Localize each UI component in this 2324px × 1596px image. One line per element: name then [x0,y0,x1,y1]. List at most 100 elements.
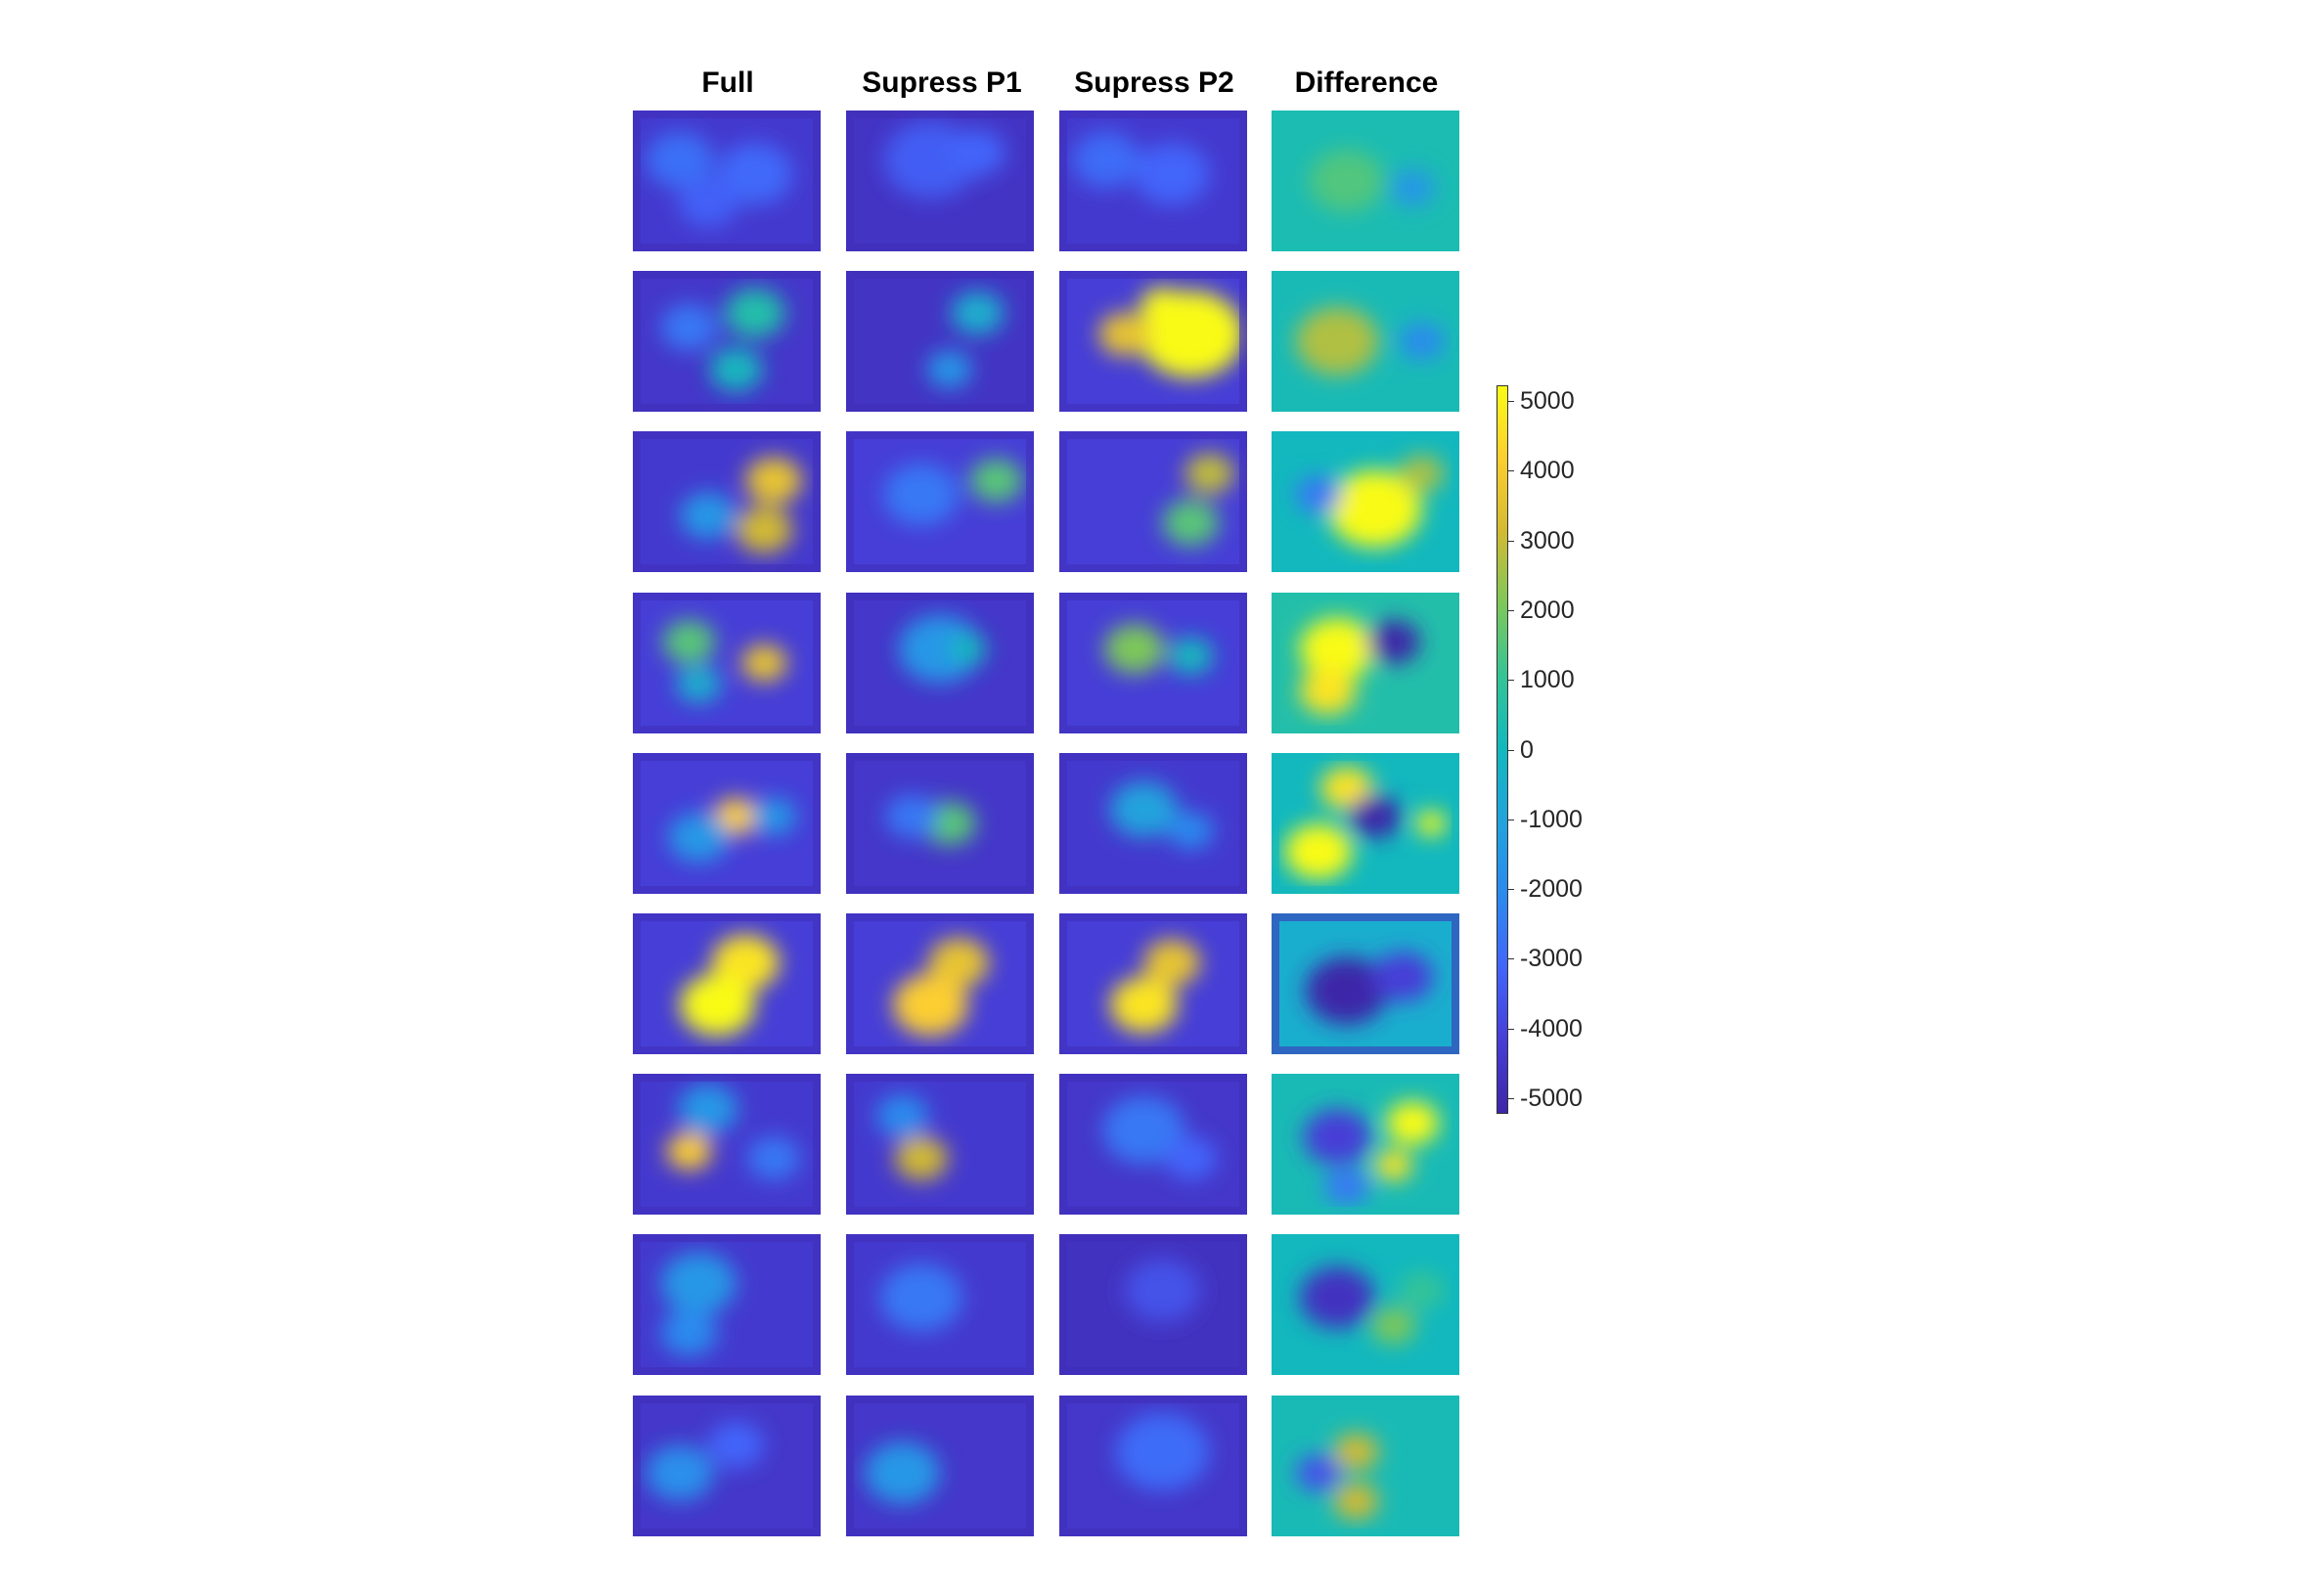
heatmap-panel-supress-p1-row-3 [846,431,1034,572]
heatmap-panel-supress-p2-row-2 [1059,271,1247,412]
heatmap-panel-full-row-4 [633,593,821,733]
heatmap-edge [1272,271,1459,412]
heatmap-edge [1272,1234,1459,1375]
colorbar-tick-label: 1000 [1520,666,1575,693]
heatmap-edge [1059,111,1247,251]
heatmap-edge [633,271,821,412]
heatmap-image [1272,593,1459,733]
heatmap-blob [1374,1149,1412,1181]
colorbar-tick-label: 5000 [1520,387,1575,415]
heatmap-blob [1386,1101,1439,1145]
heatmap-edge [1059,593,1247,733]
heatmap-image [633,1234,821,1375]
heatmap-panel-difference-row-2 [1272,271,1459,412]
heatmap-image [1272,753,1459,894]
heatmap-blob [894,1136,948,1180]
colorbar-tick [1508,1098,1514,1099]
heatmap-panel-supress-p1-row-1 [846,111,1034,251]
heatmap-blob [717,143,793,205]
heatmap-panel-difference-row-7 [1272,1074,1459,1215]
heatmap-edge [846,271,1034,412]
heatmap-edge [846,431,1034,572]
heatmap-image [633,593,821,733]
heatmap-edge [633,913,821,1054]
heatmap-blob [1399,455,1445,493]
heatmap-blob [745,457,802,505]
heatmap-blob [1098,312,1152,356]
heatmap-panel-supress-p2-row-4 [1059,593,1247,733]
heatmap-blob [668,813,729,863]
heatmap-image [633,271,821,412]
heatmap-edge [846,753,1034,894]
column-title-difference: Difference [1294,66,1439,99]
colorbar-tick [1508,750,1514,751]
heatmap-blob [707,1421,765,1469]
heatmap-blob [1296,475,1341,513]
heatmap-blob [709,347,763,391]
heatmap-image [1272,111,1459,251]
heatmap-image [1272,431,1459,572]
heatmap-image [633,753,821,894]
heatmap-blob [680,492,737,540]
heatmap-image [846,1234,1034,1375]
heatmap-edge [1272,913,1459,1054]
heatmap-edge [633,1234,821,1375]
colorbar-tick-label: -5000 [1520,1085,1583,1112]
heatmap-blob [1327,469,1422,548]
heatmap-blob [1366,620,1420,664]
heatmap-panel-full-row-2 [633,271,821,412]
heatmap-panel-difference-row-9 [1272,1396,1459,1536]
heatmap-image [1059,431,1247,572]
heatmap-image [846,1396,1034,1536]
heatmap-edge [846,111,1034,251]
heatmap-image [1059,271,1247,412]
heatmap-blob [883,464,960,526]
heatmap-panel-supress-p2-row-8 [1059,1234,1247,1375]
heatmap-panel-full-row-3 [633,431,821,572]
heatmap-panel-supress-p2-row-5 [1059,753,1247,894]
heatmap-blob [1104,624,1165,674]
colorbar: 5000 4000 3000 2000 1000 0 -1000 -2000 -3000 -400… [1497,385,1583,1114]
heatmap-panel-difference-row-4 [1272,593,1459,733]
heatmap-blob [1168,637,1214,675]
heatmap-blob [725,288,785,338]
heatmap-edge [633,111,821,251]
heatmap-panel-difference-row-1 [1272,111,1459,251]
heatmap-panel-supress-p2-row-7 [1059,1074,1247,1215]
colorbar-tick [1508,541,1514,542]
heatmap-panel-full-row-1 [633,111,821,251]
heatmap-blob [1390,169,1435,207]
heatmap-panel-supress-p2-row-9 [1059,1396,1247,1536]
heatmap-edge [1059,431,1247,572]
heatmap-edge [633,1074,821,1215]
heatmap-edge [1272,593,1459,733]
heatmap-edge [1272,753,1459,894]
heatmap-blob [1415,811,1447,836]
heatmap-blob [660,1309,718,1356]
heatmap-blob [893,973,968,1037]
heatmap-panel-supress-p1-row-4 [846,593,1034,733]
heatmap-blob [1305,956,1388,1025]
heatmap-edge [1059,1074,1247,1215]
heatmap-blob [969,459,1023,503]
heatmap-blob [1333,1433,1379,1471]
heatmap-blob [1399,1271,1445,1309]
heatmap-blob [1109,977,1178,1034]
heatmap-blob [666,1132,712,1171]
column-title-supress-p2: Supress P2 [1074,66,1234,99]
heatmap-blob [1303,1109,1371,1166]
heatmap-image [633,1396,821,1536]
heatmap-edge [1272,1396,1459,1536]
heatmap-blob [747,1136,800,1180]
colorbar-tick-label: 4000 [1520,457,1575,484]
heatmap-blob [926,350,972,388]
heatmap-panel-difference-row-6 [1272,913,1459,1054]
heatmap-blob [1168,812,1214,850]
heatmap-image [1272,913,1459,1054]
heatmap-blob [1134,143,1210,205]
colorbar-tick [1508,889,1514,890]
heatmap-image [846,593,1034,733]
heatmap-blob [1309,150,1385,212]
heatmap-image [1059,111,1247,251]
heatmap-panel-supress-p1-row-7 [846,1074,1034,1215]
